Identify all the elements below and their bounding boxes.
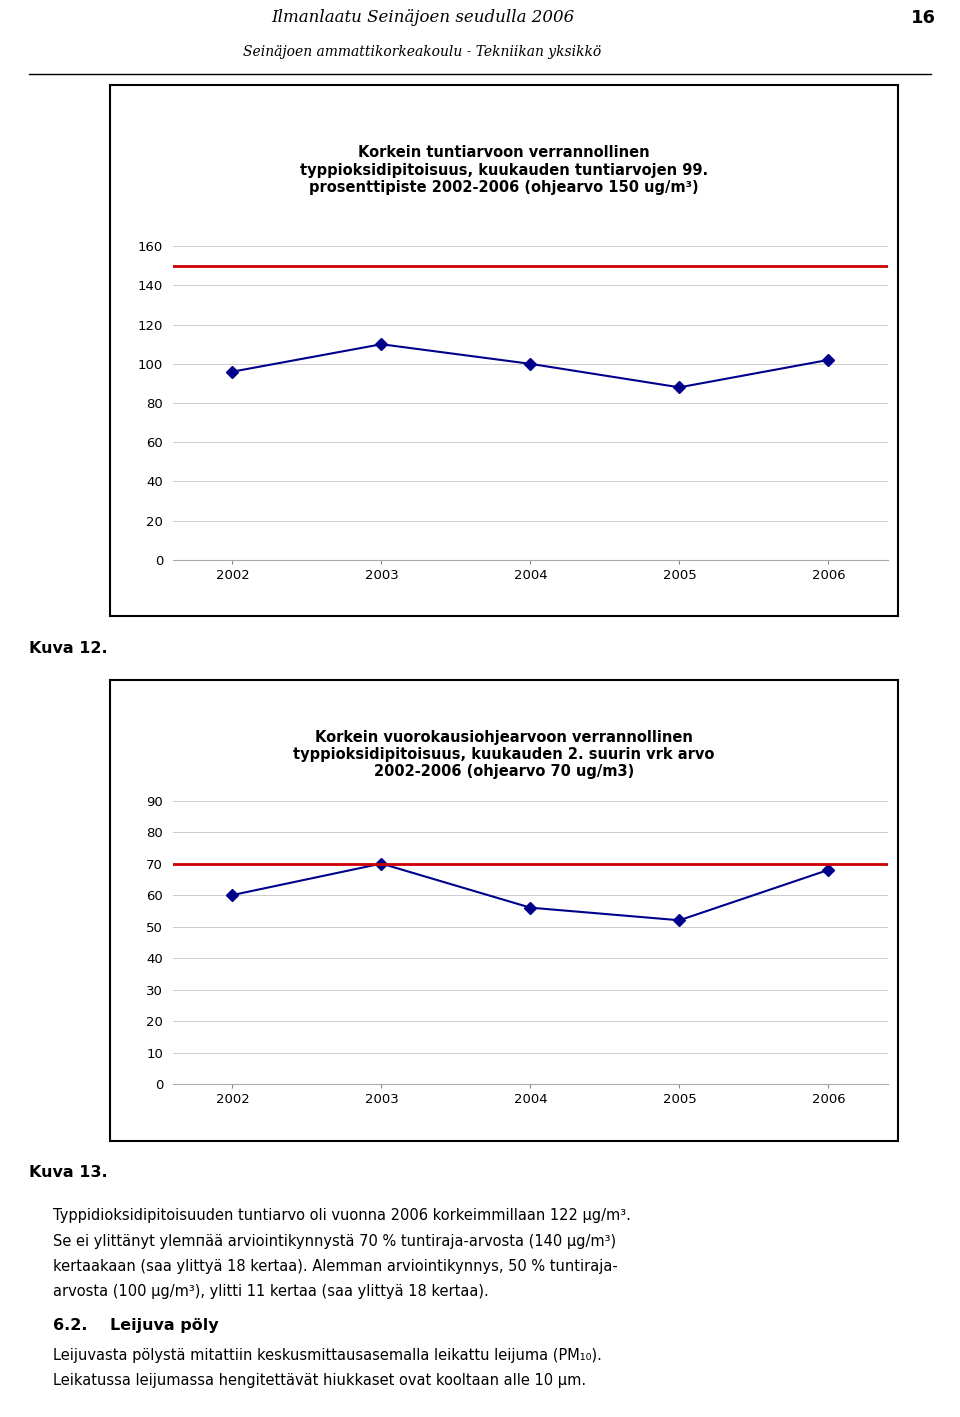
Text: Leikatussa leijumassa hengitettävät hiukkaset ovat kooltaan alle 10 μm.: Leikatussa leijumassa hengitettävät hiuk…: [53, 1373, 586, 1389]
Text: arvosta (100 μg/m³), ylitti 11 kertaa (saa ylittyä 18 kertaa).: arvosta (100 μg/m³), ylitti 11 kertaa (s…: [53, 1284, 489, 1299]
Text: Kuva 12.: Kuva 12.: [29, 640, 108, 656]
Text: kertaakaan (saa ylittyä 18 kertaa). Alemman arviointikynnys, 50 % tuntiraja-: kertaakaan (saa ylittyä 18 kertaa). Alem…: [53, 1258, 617, 1274]
Text: 6.2.    Leijuva pöly: 6.2. Leijuva pöly: [53, 1318, 219, 1333]
Text: Seinäjoen ammattikorkeakoulu - Tekniikan yksikkö: Seinäjoen ammattikorkeakoulu - Tekniikan…: [243, 45, 602, 60]
Text: Se ei ylittänyt ylemпää arviointikynnystä 70 % tuntiraja-arvosta (140 μg/m³): Se ei ylittänyt ylemпää arviointikynnyst…: [53, 1234, 616, 1248]
Text: Leijuvasta pölystä mitattiin keskusmittausasemalla leikattu leijuma (PM₁₀).: Leijuvasta pölystä mitattiin keskusmitta…: [53, 1348, 602, 1363]
Text: Typpidioksidipitoisuuden tuntiarvo oli vuonna 2006 korkeimmillaan 122 μg/m³.: Typpidioksidipitoisuuden tuntiarvo oli v…: [53, 1209, 631, 1223]
Text: Korkein vuorokausiohjearvoon verrannollinen
typpioksidipitoisuus, kuukauden 2. s: Korkein vuorokausiohjearvoon verrannolli…: [294, 730, 714, 779]
Text: Ilmanlaatu Seinäjoen seudulla 2006: Ilmanlaatu Seinäjoen seudulla 2006: [271, 10, 574, 27]
Text: Korkein tuntiarvoon verrannollinen
typpioksidipitoisuus, kuukauden tuntiarvojen : Korkein tuntiarvoon verrannollinen typpi…: [300, 145, 708, 196]
Text: 16: 16: [911, 9, 936, 27]
Text: Kuva 13.: Kuva 13.: [29, 1165, 108, 1180]
